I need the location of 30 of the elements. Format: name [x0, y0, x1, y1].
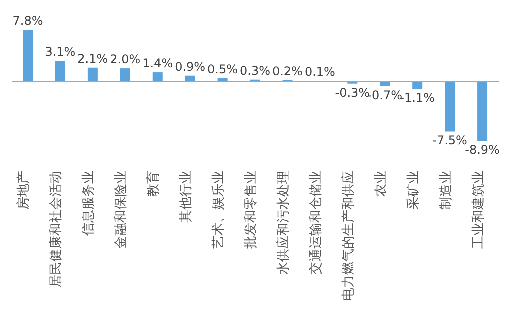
x-tick-label: 电力燃气的生产和供应: [340, 171, 356, 301]
x-tick-label: 工业和建筑业: [471, 171, 486, 249]
data-label: -8.9%: [465, 143, 500, 157]
data-label: 0.5%: [208, 62, 238, 77]
x-tick-label: 水供应和污水处理: [275, 171, 292, 275]
x-tick-label: 其他行业: [179, 171, 194, 223]
x-tick-label: 农业: [374, 171, 389, 197]
x-tick-label: 艺术、娱乐业: [212, 171, 227, 249]
x-tick-label: 教育: [146, 171, 162, 197]
data-label: -1.1%: [400, 91, 436, 106]
data-label: -0.3%: [335, 86, 370, 100]
x-tick-label: 交通运输和仓储业: [308, 171, 324, 275]
x-tick-label: 采矿业: [406, 171, 422, 210]
data-label: 0.3%: [240, 64, 271, 78]
x-tick-label: 金融和保险业: [114, 171, 130, 249]
data-label: 2.0%: [110, 52, 141, 67]
x-tick-label: 制造业: [438, 171, 454, 210]
x-tick-label: 房地产: [16, 171, 32, 210]
data-label: 0.9%: [175, 60, 206, 74]
data-label: 3.1%: [45, 45, 76, 60]
x-tick-label: 信息服务业: [82, 171, 97, 236]
x-tick-label: 批发和零售业: [244, 171, 259, 249]
data-label: -7.5%: [432, 134, 468, 148]
data-label: 7.8%: [12, 14, 44, 28]
data-label: 1.4%: [142, 56, 174, 71]
data-label: 0.1%: [304, 65, 336, 80]
data-label: -0.7%: [368, 88, 403, 102]
data-label: 0.2%: [272, 64, 303, 79]
data-label: 2.1%: [78, 52, 108, 66]
x-tick-label: 居民健康和社会活动: [49, 171, 64, 288]
